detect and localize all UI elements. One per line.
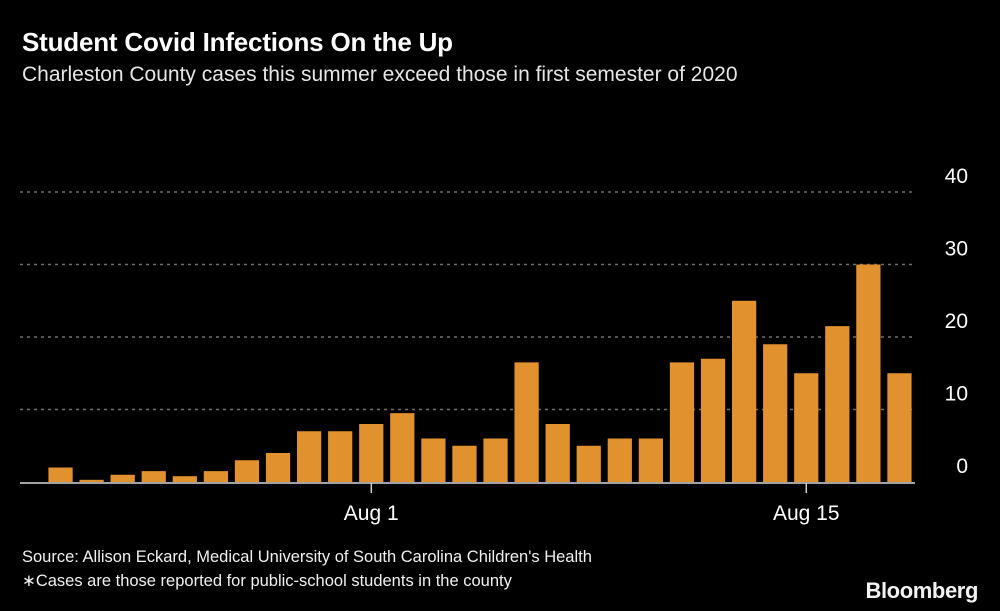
x-axis-labels-group: Aug 1 Aug 15 xyxy=(344,502,840,525)
axis-group xyxy=(20,482,915,493)
bar xyxy=(887,373,912,482)
y-axis-label: 40 xyxy=(945,165,968,188)
footnote-text: ∗Cases are those reported for public-sch… xyxy=(22,572,512,590)
x-axis-label: Aug 15 xyxy=(773,502,840,525)
bar xyxy=(296,431,322,482)
bar xyxy=(731,300,757,482)
page-title: Student Covid Infections On the Up xyxy=(22,27,453,57)
bloomberg-logo: Bloomberg xyxy=(865,578,978,603)
bar xyxy=(172,476,197,482)
bar xyxy=(110,474,135,482)
bar xyxy=(856,264,881,482)
bar xyxy=(638,438,664,482)
y-axis-label: 0 xyxy=(956,455,968,478)
bar xyxy=(763,344,788,482)
bar xyxy=(794,373,819,482)
bar xyxy=(700,358,726,482)
bar xyxy=(514,362,539,483)
bar xyxy=(79,479,104,482)
bar xyxy=(452,445,477,482)
y-axis-labels-group: 0 10 20 30 40 xyxy=(945,165,968,478)
bars-group xyxy=(48,264,912,483)
bar xyxy=(234,460,260,482)
chart-footer: Source: Allison Eckard, Medical Universi… xyxy=(22,545,842,593)
bar xyxy=(421,438,446,482)
y-axis-label: 10 xyxy=(945,383,968,406)
x-axis-label: Aug 1 xyxy=(344,502,399,525)
bar xyxy=(48,467,73,482)
page-subtitle: Charleston County cases this summer exce… xyxy=(22,63,738,86)
bar xyxy=(607,438,632,482)
bar xyxy=(141,471,166,483)
gridlines-group xyxy=(20,191,915,411)
chart-header: Student Covid Infections On the Up Charl… xyxy=(22,26,962,89)
source-text: Source: Allison Eckard, Medical Universi… xyxy=(22,548,592,566)
bar xyxy=(359,424,384,482)
bar xyxy=(265,453,291,482)
bar xyxy=(576,445,601,482)
bar xyxy=(825,326,850,483)
bar xyxy=(203,471,229,483)
y-axis-label: 20 xyxy=(945,310,968,333)
bar xyxy=(483,438,508,482)
bar xyxy=(390,413,415,483)
bar xyxy=(669,362,695,483)
bar xyxy=(545,424,570,482)
y-axis-label: 30 xyxy=(945,238,968,261)
bar xyxy=(328,431,353,482)
